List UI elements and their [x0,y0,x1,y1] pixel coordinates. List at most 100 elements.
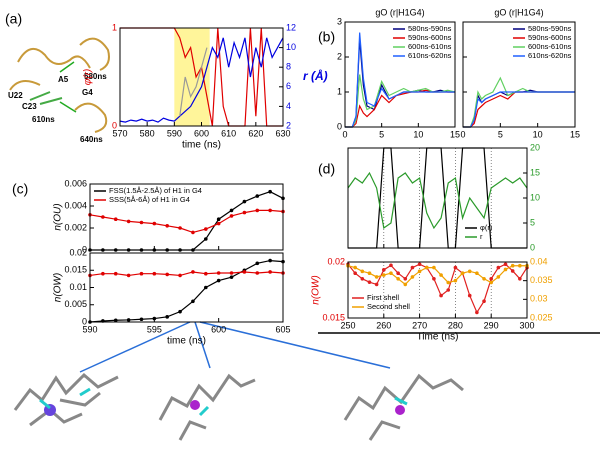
marker [152,221,157,226]
marker [242,210,247,215]
y2-axis-label: r (Å) [303,69,328,83]
marker [424,265,429,270]
marker [496,275,501,279]
marker [178,273,182,278]
series-line [348,147,527,249]
y2-tick-label: 12 [286,22,296,32]
plot-frame [462,21,576,128]
x-tick-label: 570 [112,128,127,138]
marker [204,271,208,276]
marker [389,263,393,268]
arrow [59,61,77,113]
y-tick-label: 0.02 [327,256,345,266]
y-tick-label: 2 [337,51,342,61]
marker [101,215,105,219]
legend-label: 600ns-610ns [408,42,452,51]
y-tick-label: 0.004 [64,200,87,210]
series-line [463,76,575,128]
marker [178,309,182,314]
y-tick-label: 0 [337,121,342,131]
chart-title: gO (r|H1G4) [494,7,543,17]
marker [417,262,422,267]
marker [255,261,260,266]
y2-tick-label: 0.04 [530,256,548,266]
marker [113,217,118,221]
plot-frame [89,252,284,323]
marker [360,269,365,274]
x-tick-label: 600 [211,324,226,334]
marker [126,273,131,278]
arrow [199,321,391,369]
marker [216,217,221,221]
marker [389,271,393,276]
y2-tick-label: 15 [530,167,540,177]
x-tick-label: 280 [448,320,463,330]
marker [242,199,247,204]
marker [229,208,234,213]
marker [446,288,451,292]
molecule-images [13,372,464,441]
x-tick-label: 260 [376,320,391,330]
legend-label: 590ns-600ns [528,33,572,42]
y-axis-label: n(OW) [311,275,322,304]
y2-tick-label: 4 [286,101,291,111]
legend-label: 580ns-590ns [408,24,452,33]
marker [242,270,247,274]
y2-tick-label: 6 [286,81,291,91]
residue-label: U22 [8,91,23,100]
marker [489,280,494,285]
legend-label: 580ns-590ns [528,24,572,33]
legend-label: 590ns-600ns [408,33,452,42]
x-tick-label: 605 [275,324,290,334]
marker [503,267,508,272]
marker [126,219,131,224]
panel-a-image [9,37,110,133]
y2-tick-label: 8 [286,62,291,72]
marker [367,271,372,276]
series-line [89,209,284,234]
marker [255,271,260,275]
legend-label: SSS(5Å-6Å) of H1 in G4 [109,195,190,204]
x-tick-label: 0 [342,129,347,139]
y2-tick-label: 10 [530,192,540,202]
x-tick-label: 590 [82,324,97,334]
marker [475,310,479,315]
x-axis-label: Time (ns) [417,332,459,343]
y-tick-label: 1 [337,86,342,96]
marker [204,227,208,231]
plot-frame [119,27,284,127]
x-tick-label: 270 [412,320,427,330]
y-tick-label: 0 [82,244,87,254]
marker [374,275,379,279]
marker [165,224,169,228]
marker [367,280,372,284]
arrow [194,321,211,369]
panel-label: (a) [5,11,22,27]
marker [482,277,486,281]
marker [410,275,415,279]
residue-label: A5 [58,75,69,84]
x-tick-label: 580 [140,128,155,138]
y-tick-label: 0.015 [322,312,345,322]
y2-tick-label: 10 [286,42,296,52]
marker [510,269,515,273]
series-line [347,265,527,286]
marker [453,278,458,283]
plot-frame [347,261,528,319]
y2-tick-label: 0 [530,242,535,252]
marker [496,265,501,270]
marker [229,214,234,218]
rna-backbone [17,47,91,69]
x-axis-label: time (ns) [182,140,221,151]
marker [216,278,221,283]
marker [268,270,272,274]
y-axis-label: φ(r) [83,69,94,86]
time-label: 610ns [32,115,55,124]
panel-label: (b) [318,29,335,45]
legend-label: 610ns-620ns [528,51,572,60]
plot-frame [347,147,528,249]
series-line [345,32,455,128]
x-tick-label: 630 [275,128,290,138]
x-tick-label: 0 [460,129,465,139]
marker [126,318,131,322]
